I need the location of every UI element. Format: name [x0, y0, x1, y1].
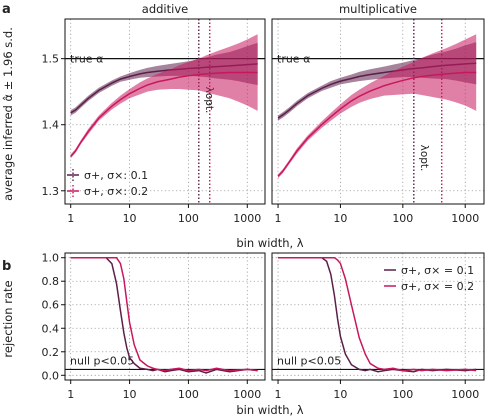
- y-axis-label-a: average inferred α̂ ± 1.96 s.d.: [1, 27, 15, 201]
- x-tick-label: 1000: [451, 388, 479, 401]
- legend: σ+, σ×: 0.1 σ+, σ×: 0.2: [67, 169, 148, 198]
- legend-label: σ+, σ× = 0.2: [401, 280, 474, 293]
- ci-band-2: [278, 34, 477, 179]
- panel-a: additive true α λopt. 1 10 100 1000 1.3 1.4 1.5 σ+…: [42, 2, 485, 225]
- ci-band-2: [70, 34, 258, 159]
- x-tick-label: 10: [333, 388, 347, 401]
- lambda-opt-label: λopt.: [418, 145, 430, 172]
- panel-b: null p<0.051 10 100 10000.00.20.40.60.81.0n…: [42, 252, 485, 401]
- panel-b-letter: b: [2, 259, 11, 274]
- series-line-2: [277, 71, 477, 177]
- series-line-2: [70, 71, 258, 157]
- y-tick-label: 1.4: [42, 119, 60, 132]
- x-tick-label: 10: [123, 388, 137, 401]
- x-tick-label: 10: [123, 212, 137, 225]
- x-tick-label: 1: [275, 388, 282, 401]
- x-tick-label: 1: [67, 212, 74, 225]
- x-tick-label: 1000: [451, 212, 479, 225]
- y-tick-label: 0.6: [42, 299, 60, 312]
- y-tick-label: 0.8: [42, 275, 60, 288]
- series-line-1: [70, 256, 258, 374]
- x-tick-label: 10: [333, 212, 347, 225]
- y-tick-label: 1.0: [42, 252, 60, 265]
- null-label: null p<0.05: [70, 354, 134, 367]
- legend-label: σ+, σ×: 0.2: [84, 185, 148, 198]
- facet-title: multiplicative: [339, 2, 417, 16]
- x-axis-label-a: bin width, λ: [236, 236, 303, 250]
- facet-a-multiplicative: multiplicative true α λopt. 1 10 100 1000: [271, 2, 485, 225]
- series-line-2: [70, 256, 258, 372]
- x-tick-label: 1: [275, 212, 282, 225]
- x-axis-label-b: bin width, λ: [236, 403, 303, 417]
- true-alpha-label: true α: [277, 53, 310, 66]
- null-label: null p<0.05: [277, 354, 341, 367]
- x-tick-label: 100: [178, 212, 199, 225]
- panel-a-letter: a: [2, 2, 11, 17]
- x-tick-label: 1000: [233, 388, 261, 401]
- y-tick-label: 0.4: [42, 322, 60, 335]
- x-tick-label: 100: [392, 212, 413, 225]
- y-axis-label-b: rejection rate: [1, 280, 15, 357]
- panel-frame: [271, 252, 485, 381]
- facet-title: additive: [142, 2, 188, 16]
- x-tick-label: 1: [67, 388, 74, 401]
- facet-b-additive: null p<0.05 1 10 100 1000 0.0 0.2 0.4 0.6 0.8 1.0: [42, 252, 266, 401]
- panel-frame: [64, 252, 266, 381]
- legend-label: σ+, σ×: 0.1: [84, 169, 148, 182]
- true-alpha-label: true α: [70, 53, 103, 66]
- y-tick-label: 0.0: [42, 369, 60, 382]
- y-tick-label: 1.3: [42, 185, 60, 198]
- x-tick-label: 100: [178, 388, 199, 401]
- series-line-2: [278, 256, 477, 372]
- y-tick-label: 0.2: [42, 346, 60, 359]
- legend-label: σ+, σ× = 0.1: [401, 264, 474, 277]
- y-tick-label: 1.5: [42, 53, 60, 66]
- legend: σ+, σ× = 0.1 σ+, σ× = 0.2: [384, 264, 474, 293]
- panel-frame: [271, 18, 485, 205]
- x-tick-label: 100: [392, 388, 413, 401]
- x-tick-label: 1000: [233, 212, 261, 225]
- panel-frame: [64, 18, 266, 205]
